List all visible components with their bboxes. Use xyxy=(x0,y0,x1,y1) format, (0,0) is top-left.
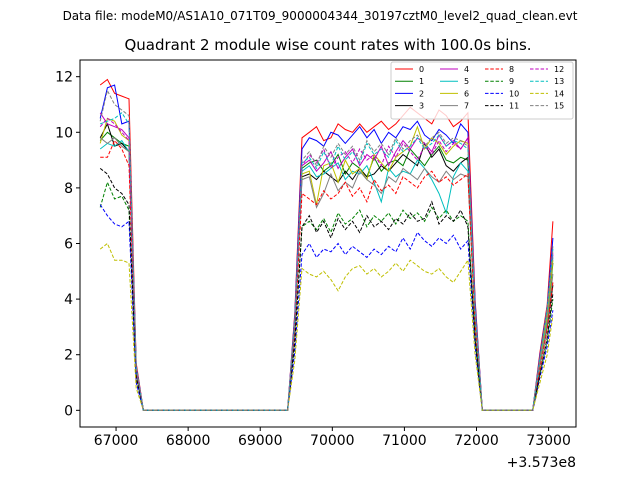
series-line-9 xyxy=(99,180,554,411)
y-tick-label: 12 xyxy=(55,70,73,86)
legend-label: 10 xyxy=(509,89,519,98)
legend-label: 8 xyxy=(509,65,514,74)
suptitle: Data file: modeM0/AS1A10_071T09_90000043… xyxy=(63,9,578,23)
legend-box xyxy=(390,61,574,120)
legend-label: 5 xyxy=(464,77,469,86)
x-tick-label: 71000 xyxy=(382,433,427,449)
y-tick-label: 2 xyxy=(64,348,73,364)
legend-label: 15 xyxy=(554,102,564,111)
series-line-6 xyxy=(99,117,554,411)
x-tick-label: 68000 xyxy=(166,433,211,449)
plot-area xyxy=(99,78,554,411)
y-tick-label: 8 xyxy=(64,181,73,197)
series-line-10 xyxy=(99,204,554,411)
legend-label: 13 xyxy=(554,77,564,86)
legend-label: 6 xyxy=(464,89,469,98)
series-line-5 xyxy=(99,139,554,411)
legend-label: 9 xyxy=(509,77,514,86)
legend-label: 14 xyxy=(554,89,564,98)
series-line-7 xyxy=(99,137,554,411)
legend-label: 11 xyxy=(509,102,519,111)
series-line-8 xyxy=(100,139,554,411)
y-axis: 0 2 4 6 8 10 12 xyxy=(55,70,80,419)
series-line-3 xyxy=(99,122,554,411)
y-tick-label: 0 xyxy=(64,403,73,419)
series-line-0 xyxy=(99,78,554,411)
series-line-2 xyxy=(99,84,554,411)
series-line-11 xyxy=(99,168,554,411)
x-tick-label: 69000 xyxy=(238,433,283,449)
legend-label: 2 xyxy=(419,89,424,98)
legend-label: 3 xyxy=(419,102,424,111)
legend-label: 4 xyxy=(464,65,469,74)
x-axis: 67000 68000 69000 70000 71000 72000 73000 xyxy=(94,427,571,449)
series-line-14 xyxy=(99,242,554,411)
x-tick-label: 72000 xyxy=(454,433,499,449)
series-line-12 xyxy=(99,117,554,411)
x-tick-label: 70000 xyxy=(310,433,355,449)
series-line-13 xyxy=(100,112,554,411)
legend-label: 7 xyxy=(464,102,469,111)
x-tick-label: 73000 xyxy=(526,433,571,449)
legend-label: 12 xyxy=(554,65,564,74)
y-tick-label: 10 xyxy=(55,125,73,141)
x-tick-label: 67000 xyxy=(94,433,139,449)
series-line-15 xyxy=(99,89,554,411)
y-tick-label: 4 xyxy=(64,292,73,308)
y-tick-label: 6 xyxy=(64,237,73,253)
legend-label: 0 xyxy=(419,65,424,74)
x-offset-label: +3.573e8 xyxy=(507,455,576,471)
legend-label: 1 xyxy=(419,77,424,86)
chart-title: Quadrant 2 module wise count rates with … xyxy=(124,36,531,54)
